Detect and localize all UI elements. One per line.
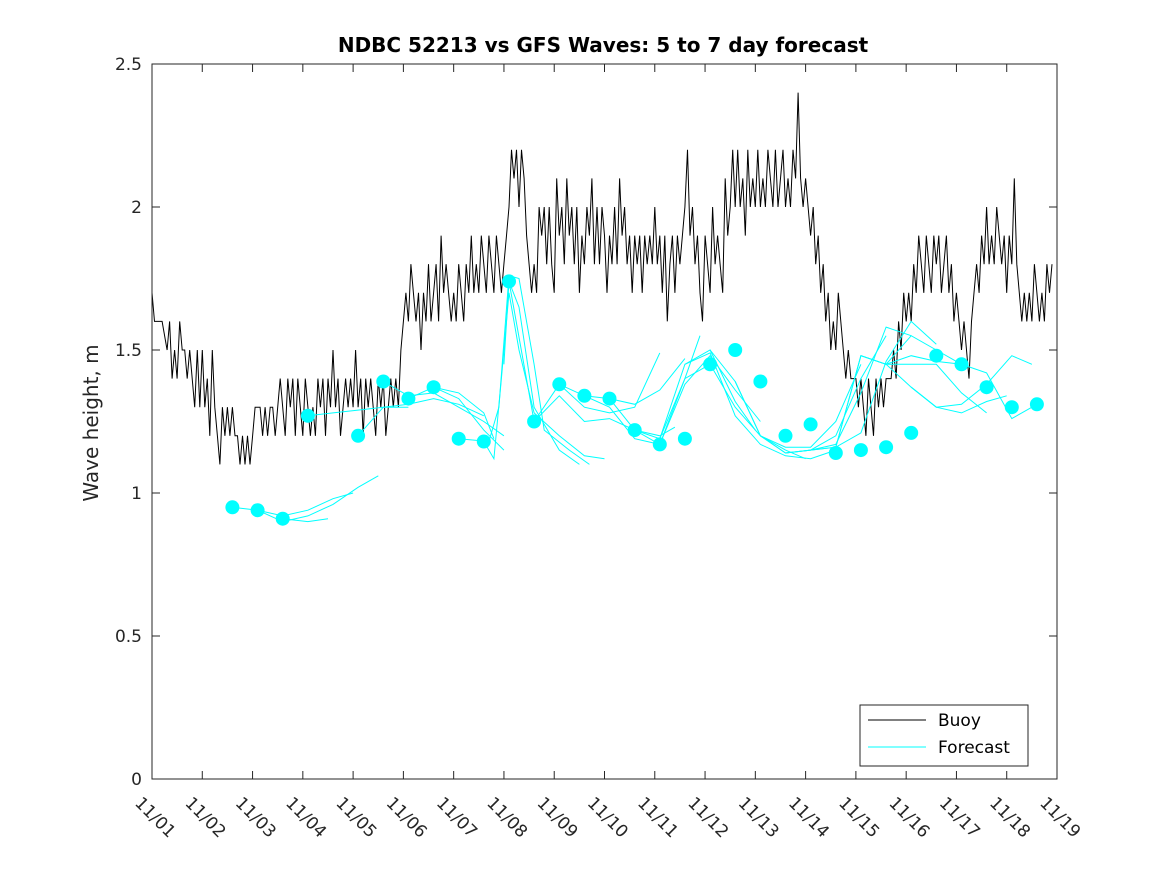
- forecast-point: [904, 425, 919, 440]
- x-tick-label: 11/03: [231, 793, 280, 842]
- x-tick-label: 11/08: [482, 793, 531, 842]
- forecast-point: [1004, 400, 1019, 415]
- forecast-point: [351, 428, 366, 443]
- x-tick-label: 11/17: [935, 793, 984, 842]
- forecast-point: [527, 414, 542, 429]
- forecast-point: [577, 388, 592, 403]
- y-tick-label: 2: [131, 198, 142, 218]
- forecast-series-line: [357, 398, 485, 437]
- plot-frame: [151, 63, 1058, 780]
- forecast-point: [250, 503, 265, 518]
- y-tick-label: 0: [131, 770, 142, 790]
- forecast-point: [677, 431, 692, 446]
- y-axis: 0 0.5 1 1.5 2 2.5: [115, 55, 1057, 790]
- plot-area: [151, 92, 1053, 526]
- forecast-series-line: [684, 352, 836, 460]
- forecast-point: [376, 374, 391, 389]
- forecast-point: [451, 431, 466, 446]
- x-tick-label: 11/09: [533, 793, 582, 842]
- forecast-point: [476, 434, 491, 449]
- forecast-point: [778, 428, 793, 443]
- y-tick-label: 1.5: [115, 341, 142, 361]
- forecast-series-line: [307, 406, 409, 417]
- y-axis-label: Wave height, m: [79, 344, 103, 501]
- buoy-series-line: [151, 92, 1053, 465]
- forecast-point: [703, 357, 718, 372]
- legend-forecast-label: Forecast: [938, 738, 1010, 758]
- forecast-point: [627, 423, 642, 438]
- forecast-point: [853, 443, 868, 458]
- forecast-point: [502, 274, 516, 289]
- forecast-point: [426, 380, 441, 395]
- forecast-point: [300, 408, 315, 423]
- legend-box: [859, 704, 1029, 767]
- forecast-series-line: [734, 335, 887, 454]
- forecast-point: [652, 437, 667, 452]
- legend: Buoy Forecast: [859, 704, 1029, 767]
- forecast-point: [602, 391, 617, 406]
- x-tick-label: 11/02: [181, 793, 230, 842]
- forecast-series-line: [533, 395, 676, 437]
- forecast-point: [954, 357, 969, 372]
- y-tick-label: 1: [131, 484, 142, 504]
- forecast-series-line: [433, 386, 495, 439]
- x-tick-label: 11/15: [834, 793, 883, 842]
- forecast-series-line: [232, 492, 354, 517]
- forecast-point: [753, 374, 768, 389]
- forecast-point: [401, 391, 416, 406]
- x-tick-label: 11/07: [432, 793, 481, 842]
- forecast-series-line: [634, 349, 756, 440]
- x-tick-label: 11/12: [684, 793, 733, 842]
- forecast-point: [979, 380, 994, 395]
- chart-title: NDBC 52213 vs GFS Waves: 5 to 7 day fore…: [338, 33, 869, 57]
- forecast-point: [1029, 397, 1044, 412]
- forecast-series-line: [282, 518, 329, 523]
- forecast-point: [728, 343, 743, 357]
- forecast-point: [828, 446, 843, 460]
- x-tick-label: 11/10: [583, 793, 632, 842]
- x-tick-label: 11/06: [382, 793, 431, 842]
- forecast-point: [225, 500, 240, 515]
- x-tick-label: 11/01: [130, 793, 179, 842]
- forecast-point: [803, 417, 818, 432]
- x-tick-label: 11/11: [633, 793, 682, 842]
- forecast-point: [552, 377, 567, 392]
- x-tick-label: 11/16: [885, 793, 934, 842]
- x-tick-label: 11/05: [332, 793, 381, 842]
- legend-buoy-label: Buoy: [938, 711, 981, 731]
- x-tick-label: 11/19: [1035, 793, 1084, 842]
- y-tick-label: 2.5: [115, 55, 142, 75]
- forecast-point: [929, 348, 944, 363]
- x-tick-label: 11/04: [281, 793, 330, 842]
- x-tick-label: 11/18: [985, 793, 1034, 842]
- x-tick-label: 11/14: [784, 793, 833, 842]
- forecast-series-line: [910, 355, 1033, 408]
- x-tick-label: 11/13: [734, 793, 783, 842]
- forecast-point: [275, 511, 290, 526]
- forecast-series-line: [503, 281, 580, 465]
- forecast-series-line: [659, 363, 806, 460]
- y-tick-label: 0.5: [115, 627, 142, 647]
- forecast-series-line: [584, 335, 701, 445]
- forecast-series-line: [483, 292, 605, 461]
- forecast-point: [879, 440, 894, 455]
- forecast-series-line: [458, 274, 590, 465]
